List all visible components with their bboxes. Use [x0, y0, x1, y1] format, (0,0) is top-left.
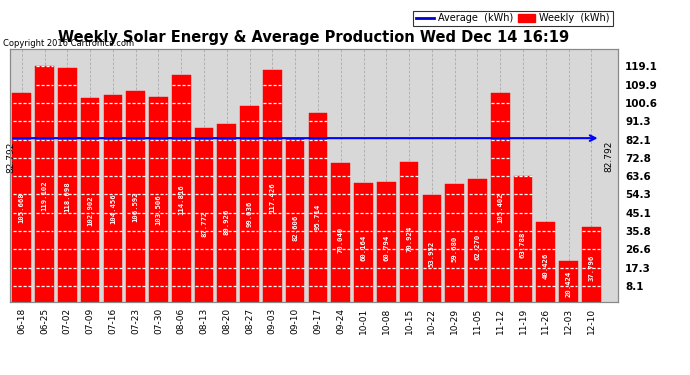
- Title: Weekly Solar Energy & Average Production Wed Dec 14 16:19: Weekly Solar Energy & Average Production…: [59, 30, 569, 45]
- Bar: [445, 184, 464, 302]
- Bar: [195, 128, 213, 302]
- Bar: [536, 222, 555, 302]
- Bar: [149, 97, 168, 302]
- Bar: [468, 179, 486, 302]
- Text: 63.788: 63.788: [520, 232, 526, 258]
- Text: 117.426: 117.426: [269, 182, 275, 213]
- Text: 103.506: 103.506: [155, 195, 161, 225]
- Text: 60.794: 60.794: [383, 235, 389, 261]
- Text: 99.036: 99.036: [246, 201, 253, 227]
- Text: 60.164: 60.164: [360, 235, 366, 261]
- Text: 70.040: 70.040: [337, 226, 344, 253]
- Text: 87.772: 87.772: [201, 211, 207, 237]
- Text: 119.102: 119.102: [41, 181, 48, 211]
- Bar: [377, 182, 395, 302]
- Text: 40.426: 40.426: [543, 253, 549, 279]
- Text: 114.816: 114.816: [178, 184, 184, 215]
- Text: 70.924: 70.924: [406, 226, 412, 252]
- Bar: [331, 164, 350, 302]
- Bar: [172, 75, 190, 302]
- Text: 105.402: 105.402: [497, 193, 503, 224]
- Bar: [35, 66, 54, 302]
- Bar: [217, 124, 236, 302]
- Text: 105.668: 105.668: [19, 192, 25, 223]
- Text: 106.592: 106.592: [132, 192, 139, 222]
- Text: 37.796: 37.796: [589, 255, 594, 281]
- Text: 59.680: 59.680: [452, 236, 457, 262]
- Bar: [58, 68, 77, 302]
- Bar: [582, 227, 601, 302]
- Bar: [513, 176, 533, 302]
- Text: 82.792: 82.792: [604, 140, 613, 171]
- Bar: [286, 138, 304, 302]
- Bar: [240, 106, 259, 302]
- Text: 62.270: 62.270: [475, 233, 480, 260]
- Bar: [491, 93, 509, 302]
- Bar: [263, 70, 282, 302]
- Text: 82.792: 82.792: [6, 142, 15, 174]
- Bar: [422, 195, 441, 302]
- Text: 102.902: 102.902: [87, 195, 93, 226]
- Bar: [308, 112, 327, 302]
- Text: 104.456: 104.456: [110, 194, 116, 224]
- Bar: [104, 95, 122, 302]
- Bar: [354, 183, 373, 302]
- Bar: [81, 98, 99, 302]
- Text: 89.926: 89.926: [224, 209, 230, 235]
- Bar: [126, 91, 145, 302]
- Bar: [12, 93, 31, 302]
- Text: Copyright 2016 Cartronics.com: Copyright 2016 Cartronics.com: [3, 39, 135, 48]
- Bar: [400, 162, 418, 302]
- Legend: Average  (kWh), Weekly  (kWh): Average (kWh), Weekly (kWh): [413, 10, 613, 26]
- Text: 82.606: 82.606: [292, 215, 298, 242]
- Text: 118.098: 118.098: [64, 182, 70, 212]
- Text: 95.714: 95.714: [315, 204, 321, 230]
- Text: 53.952: 53.952: [429, 241, 435, 267]
- Bar: [559, 261, 578, 302]
- Text: 20.424: 20.424: [566, 271, 571, 297]
